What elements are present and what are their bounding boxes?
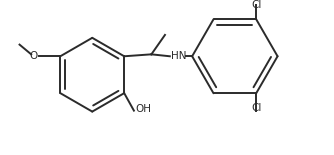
Text: O: O <box>30 51 38 61</box>
Text: Cl: Cl <box>251 0 262 10</box>
Text: HN: HN <box>171 51 186 61</box>
Text: OH: OH <box>136 104 152 114</box>
Text: Cl: Cl <box>251 103 262 113</box>
